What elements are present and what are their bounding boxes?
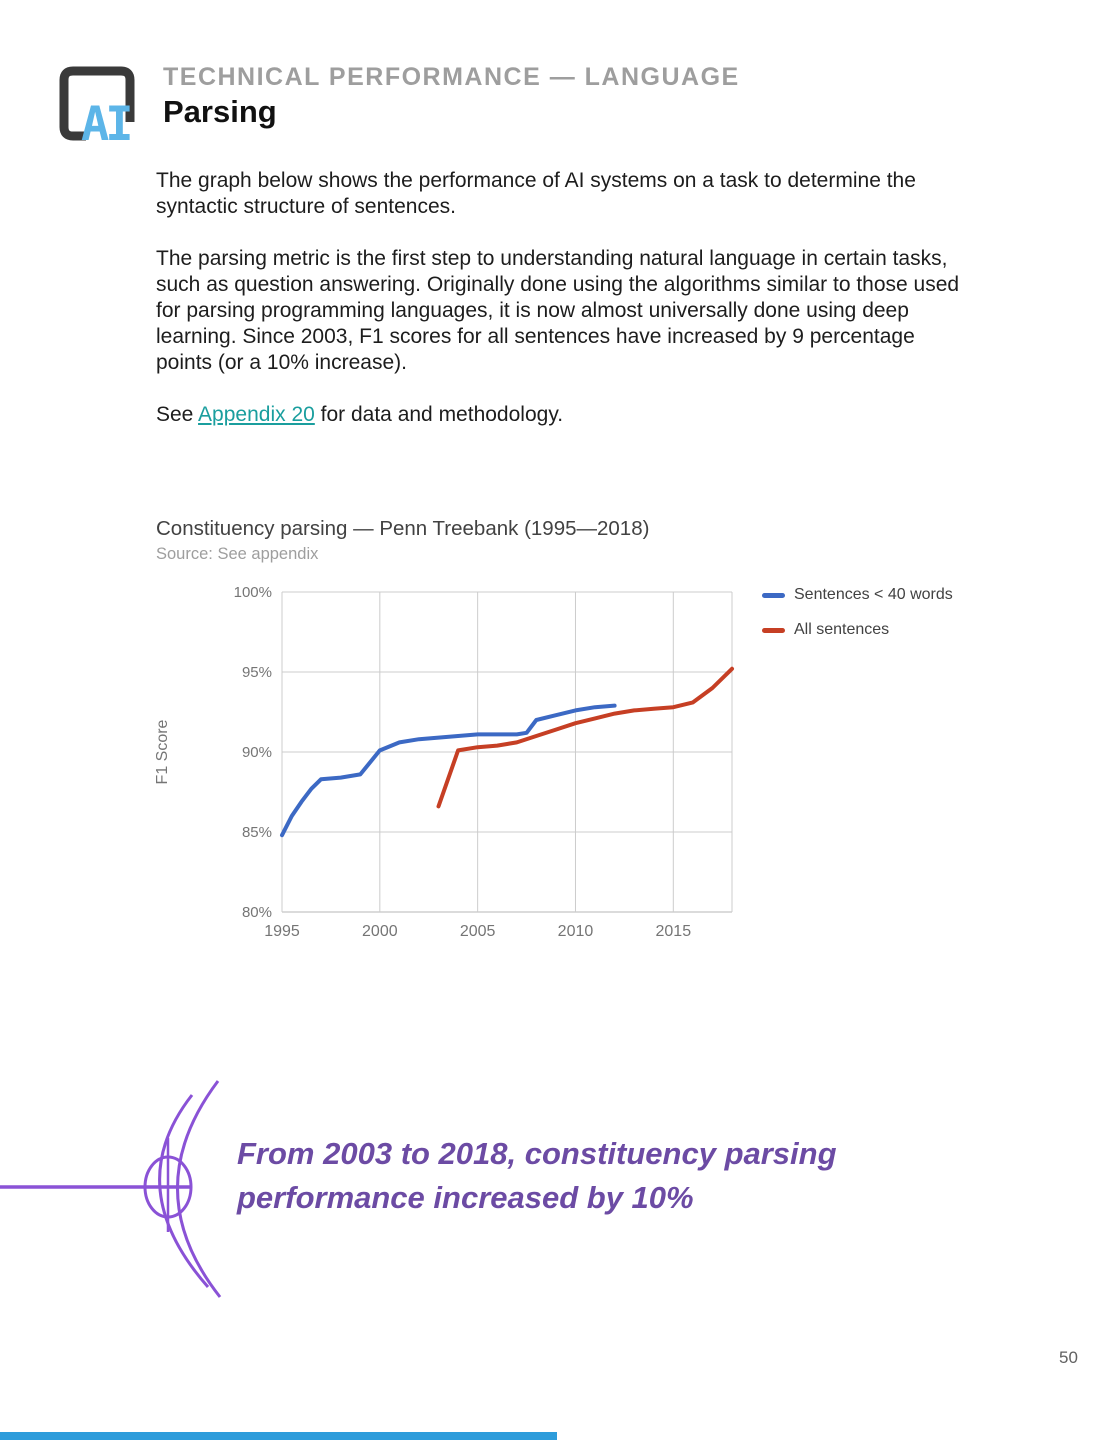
section-eyebrow: TECHNICAL PERFORMANCE — LANGUAGE — [163, 63, 740, 91]
callout-quote: From 2003 to 2018, constituency parsing … — [237, 1132, 837, 1220]
legend-label: All sentences — [794, 621, 890, 638]
legend-item-all-sentences: All sentences — [762, 621, 953, 639]
ai-index-logo: AI — [59, 66, 135, 147]
chart-source: Source: See appendix — [156, 545, 319, 563]
y-tick-label: 80% — [242, 904, 272, 921]
ornament-outer-arc — [158, 1094, 210, 1288]
callout-line-2: performance increased by 10% — [237, 1180, 694, 1215]
page-number: 50 — [1059, 1348, 1078, 1367]
chart-title: Constituency parsing — Penn Treebank (19… — [156, 517, 650, 540]
x-tick-label: 2015 — [656, 923, 692, 940]
x-tick-label: 2005 — [460, 923, 496, 940]
appendix-link[interactable]: Appendix 20 — [198, 403, 315, 426]
logo-text: AI — [81, 97, 130, 147]
intro-paragraph-3: See Appendix 20 for data and methodology… — [156, 402, 961, 428]
y-tick-label: 85% — [242, 824, 272, 841]
callout-ornament — [0, 1080, 222, 1298]
x-tick-label: 2010 — [558, 923, 594, 940]
appendix-sentence-suffix: for data and methodology. — [314, 403, 564, 426]
ornament-inner-arc — [176, 1080, 222, 1298]
chart-legend: Sentences < 40 words All sentences — [762, 586, 953, 656]
y-tick-label: 100% — [234, 584, 272, 601]
page-title: Parsing — [163, 94, 277, 129]
logo-bracket-icon — [59, 66, 135, 141]
appendix-sentence-prefix: See — [156, 403, 199, 426]
series-line-sentences-40-words — [280, 703, 617, 838]
x-tick-label: 1995 — [264, 923, 300, 940]
intro-paragraph-1: The graph below shows the performance of… — [156, 169, 916, 218]
legend-label: Sentences < 40 words — [794, 586, 953, 603]
legend-item-sentences-under-40: Sentences < 40 words — [762, 586, 953, 604]
footer-accent-bar — [0, 1432, 557, 1440]
ornament-circle-crosshair-icon — [143, 1155, 193, 1219]
legend-swatch-red-icon — [762, 627, 785, 633]
parsing-chart: 80% 85% 90% 95% 100% 1995 2000 2005 2010 2015 F1 S… — [154, 584, 734, 940]
callout-line-1: From 2003 to 2018, constituency parsing — [237, 1136, 837, 1171]
y-tick-label: 95% — [242, 664, 272, 681]
y-tick-label: 90% — [242, 744, 272, 761]
intro-paragraph-2: The parsing metric is the first step to … — [156, 247, 960, 374]
intro-text: The graph below shows the performance of… — [156, 168, 961, 454]
y-axis-title: F1 Score — [154, 719, 171, 784]
series-line-all-sentences — [436, 666, 734, 809]
legend-swatch-blue-icon — [762, 592, 785, 598]
x-tick-label: 2000 — [362, 923, 398, 940]
